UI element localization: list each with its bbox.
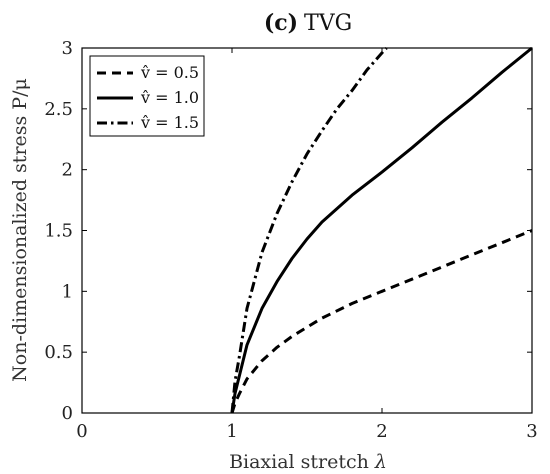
x-tick-label: 1 <box>226 421 237 442</box>
series-line-solid <box>230 46 533 414</box>
y-tick-label: 1 <box>62 281 73 302</box>
y-tick-label: 1.5 <box>44 221 73 242</box>
x-tick-label: 0 <box>76 421 87 442</box>
legend: v̂ = 0.5 v̂ = 1.0 v̂ = 1.5 <box>89 55 205 137</box>
series-line-dashdot <box>230 46 388 414</box>
legend-items: v̂ = 0.5 v̂ = 1.0 v̂ = 1.5 <box>97 63 199 132</box>
chart-title-name: TVG <box>304 11 352 36</box>
legend-label: v̂ = 1.5 <box>140 113 199 132</box>
x-axis-label: Biaxial stretch λ <box>229 451 387 473</box>
y-tick-label: 0.5 <box>44 342 73 363</box>
x-axis-label-text: Biaxial stretch <box>229 451 369 473</box>
series-line-dashed <box>230 229 533 414</box>
y-tick-label: 0 <box>62 403 73 424</box>
chart-title-prefix: (c) <box>264 10 298 36</box>
legend-label: v̂ = 1.0 <box>140 88 199 107</box>
y-axis-label: Non-dimensionalized stress P/μ <box>9 78 31 382</box>
x-tick-label: 3 <box>526 421 537 442</box>
y-tick-label: 3 <box>62 38 73 59</box>
legend-box <box>89 55 205 137</box>
axis-ticks: 0 1 2 3 0 0.5 1 1.5 2 2.5 3 <box>44 38 537 442</box>
y-tick-label: 2 <box>62 160 73 181</box>
chart-title: (c) TVG <box>264 10 352 36</box>
x-axis-label-symbol: λ <box>374 451 387 473</box>
data-series <box>230 46 533 414</box>
legend-label: v̂ = 0.5 <box>140 63 199 82</box>
x-tick-label: 2 <box>376 421 387 442</box>
y-tick-label: 2.5 <box>44 99 73 120</box>
